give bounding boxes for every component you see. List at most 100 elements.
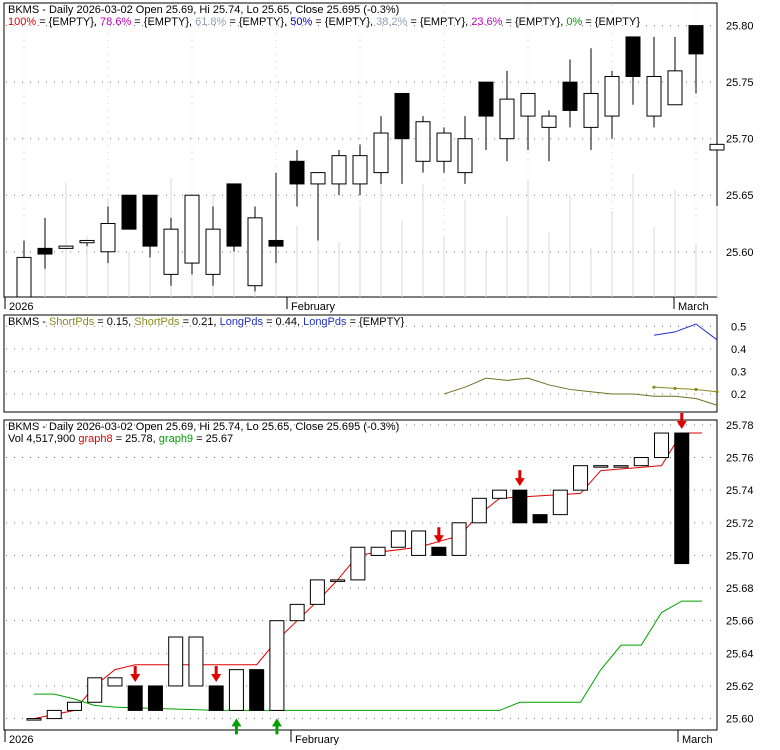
pds-panel-frame — [3, 314, 718, 413]
fib-legend-value-0: = {EMPTY}, — [36, 16, 100, 28]
box-ytick-label-7: 25.64 — [726, 648, 754, 660]
box-xlabel-1: February — [295, 734, 340, 745]
fib-legend-label-5: 23.6% — [471, 16, 502, 28]
candle-body-17 — [373, 132, 389, 174]
price-ytick-label-1: 25.75 — [726, 77, 754, 89]
green-up-arrow-1 — [271, 718, 282, 735]
candle-body-8 — [184, 194, 200, 264]
candle-body-7 — [163, 228, 179, 275]
box-ytick-label-9: 25.60 — [726, 714, 754, 726]
box-bar-0 — [26, 718, 42, 721]
red-down-arrow-2 — [433, 527, 444, 544]
pds-ytick-label-3: 0.2 — [731, 389, 746, 401]
fib-legend-value-1: = {EMPTY}, — [131, 16, 195, 28]
box-bar-11 — [249, 669, 265, 711]
candle-body-13 — [289, 160, 305, 185]
box-bar-14 — [309, 579, 325, 605]
box-ytick-label-0: 25.78 — [726, 420, 754, 432]
candle-body-18 — [394, 92, 410, 140]
pds-series-dot-1-3 — [715, 390, 719, 394]
candle-body-1 — [37, 247, 53, 255]
box-ytick-label-3: 25.72 — [726, 518, 754, 530]
candle-body-3 — [79, 239, 95, 244]
red-down-arrow-0 — [130, 665, 141, 682]
candle-body-25 — [541, 115, 557, 128]
candle-body-2 — [58, 245, 74, 249]
box-bar-22 — [471, 497, 487, 524]
pds-ytick-label-1: 0.4 — [731, 344, 746, 356]
price-ytick-label-4: 25.60 — [726, 247, 754, 259]
fib-legend-value-3: = {EMPTY}, — [312, 16, 376, 28]
box-ytick-label-2: 25.74 — [726, 485, 754, 497]
box-series-line-graph9 — [34, 600, 702, 711]
box-ytick-label-6: 25.66 — [726, 616, 754, 628]
pds-legend-part-6: = 0.44, — [263, 316, 303, 328]
pds-series-dot-1-1 — [673, 386, 677, 390]
box-bar-3 — [87, 677, 103, 703]
pds-legend-part-2: = 0.15, — [94, 316, 134, 328]
price-title: BKMS - Daily 2026-03-02 Open 25.69, Hi 2… — [8, 4, 399, 16]
box-ytick-label-1: 25.76 — [726, 453, 754, 465]
box-legend-part-3: graph9 — [159, 433, 193, 445]
price-ytick-label-2: 25.70 — [726, 134, 754, 146]
candle-body-15 — [331, 155, 347, 185]
candle-body-10 — [226, 183, 242, 247]
box-legend-part-4: = 25.67 — [193, 433, 233, 445]
price-fib-legend: 100% = {EMPTY}, 78.6% = {EMPTY}, 61.8% =… — [8, 16, 640, 28]
box-bar-4 — [107, 677, 123, 687]
candle-body-0 — [16, 256, 32, 298]
pds-legend: BKMS - ShortPds = 0.15, ShortPds = 0.21,… — [8, 316, 405, 328]
pds-legend-part-7: LongPds — [303, 316, 347, 328]
fib-legend-label-4: 38.2% — [376, 16, 407, 28]
box-bar-7 — [168, 636, 184, 687]
fib-legend-value-2: = {EMPTY}, — [226, 16, 290, 28]
candle-body-33 — [709, 143, 725, 151]
red-down-arrow-1 — [211, 665, 222, 682]
candle-body-30 — [646, 76, 662, 117]
fib-legend-label-0: 100% — [8, 16, 36, 28]
candle-body-22 — [478, 81, 494, 117]
candle-body-20 — [436, 132, 452, 162]
box-bar-31 — [654, 432, 670, 459]
fib-legend-value-4: = {EMPTY}, — [407, 16, 471, 28]
pds-series-dot-1-0 — [652, 385, 656, 389]
pds-ytick-label-2: 0.3 — [731, 366, 746, 378]
box-ytick-label-5: 25.68 — [726, 583, 754, 595]
box-bar-21 — [451, 522, 467, 556]
box-ytick-label-4: 25.70 — [726, 550, 754, 562]
pds-series-line-1 — [653, 386, 718, 393]
fib-legend-value-6: = {EMPTY} — [582, 16, 640, 28]
box-bar-8 — [188, 636, 204, 687]
pds-ytick-label-0: 0.5 — [731, 321, 746, 333]
candle-body-16 — [352, 155, 368, 185]
box-legend: Vol 4,517,900 graph8 = 25.78, graph9 = 2… — [8, 433, 233, 445]
candle-body-4 — [100, 223, 116, 253]
price-xlabel-2: March — [678, 301, 709, 313]
candle-body-5 — [121, 194, 137, 230]
candle-body-21 — [457, 138, 473, 174]
green-up-arrow-0 — [231, 718, 242, 735]
box-bar-5 — [127, 685, 143, 711]
box-bar-30 — [633, 457, 649, 467]
fib-legend-label-6: 0% — [566, 16, 582, 28]
box-bar-19 — [411, 530, 427, 556]
box-bar-28 — [593, 465, 609, 468]
box-bar-20 — [431, 546, 447, 556]
box-bar-10 — [228, 669, 244, 711]
fib-legend-label-1: 78.6% — [100, 16, 131, 28]
box-bar-18 — [390, 530, 406, 548]
box-bar-1 — [46, 709, 62, 720]
box-bar-12 — [269, 620, 285, 711]
box-legend-part-1: graph8 — [78, 433, 112, 445]
pds-legend-part-0: BKMS - — [8, 316, 49, 328]
price-xlabel-1: February — [291, 301, 336, 313]
box-bar-17 — [370, 546, 386, 556]
box-bar-27 — [573, 465, 589, 491]
box-bar-23 — [492, 489, 508, 499]
price-xlabel-0: 2026 — [9, 301, 33, 313]
candle-body-26 — [562, 81, 578, 111]
fib-legend-label-2: 61.8% — [195, 16, 226, 28]
candle-body-14 — [310, 172, 326, 185]
